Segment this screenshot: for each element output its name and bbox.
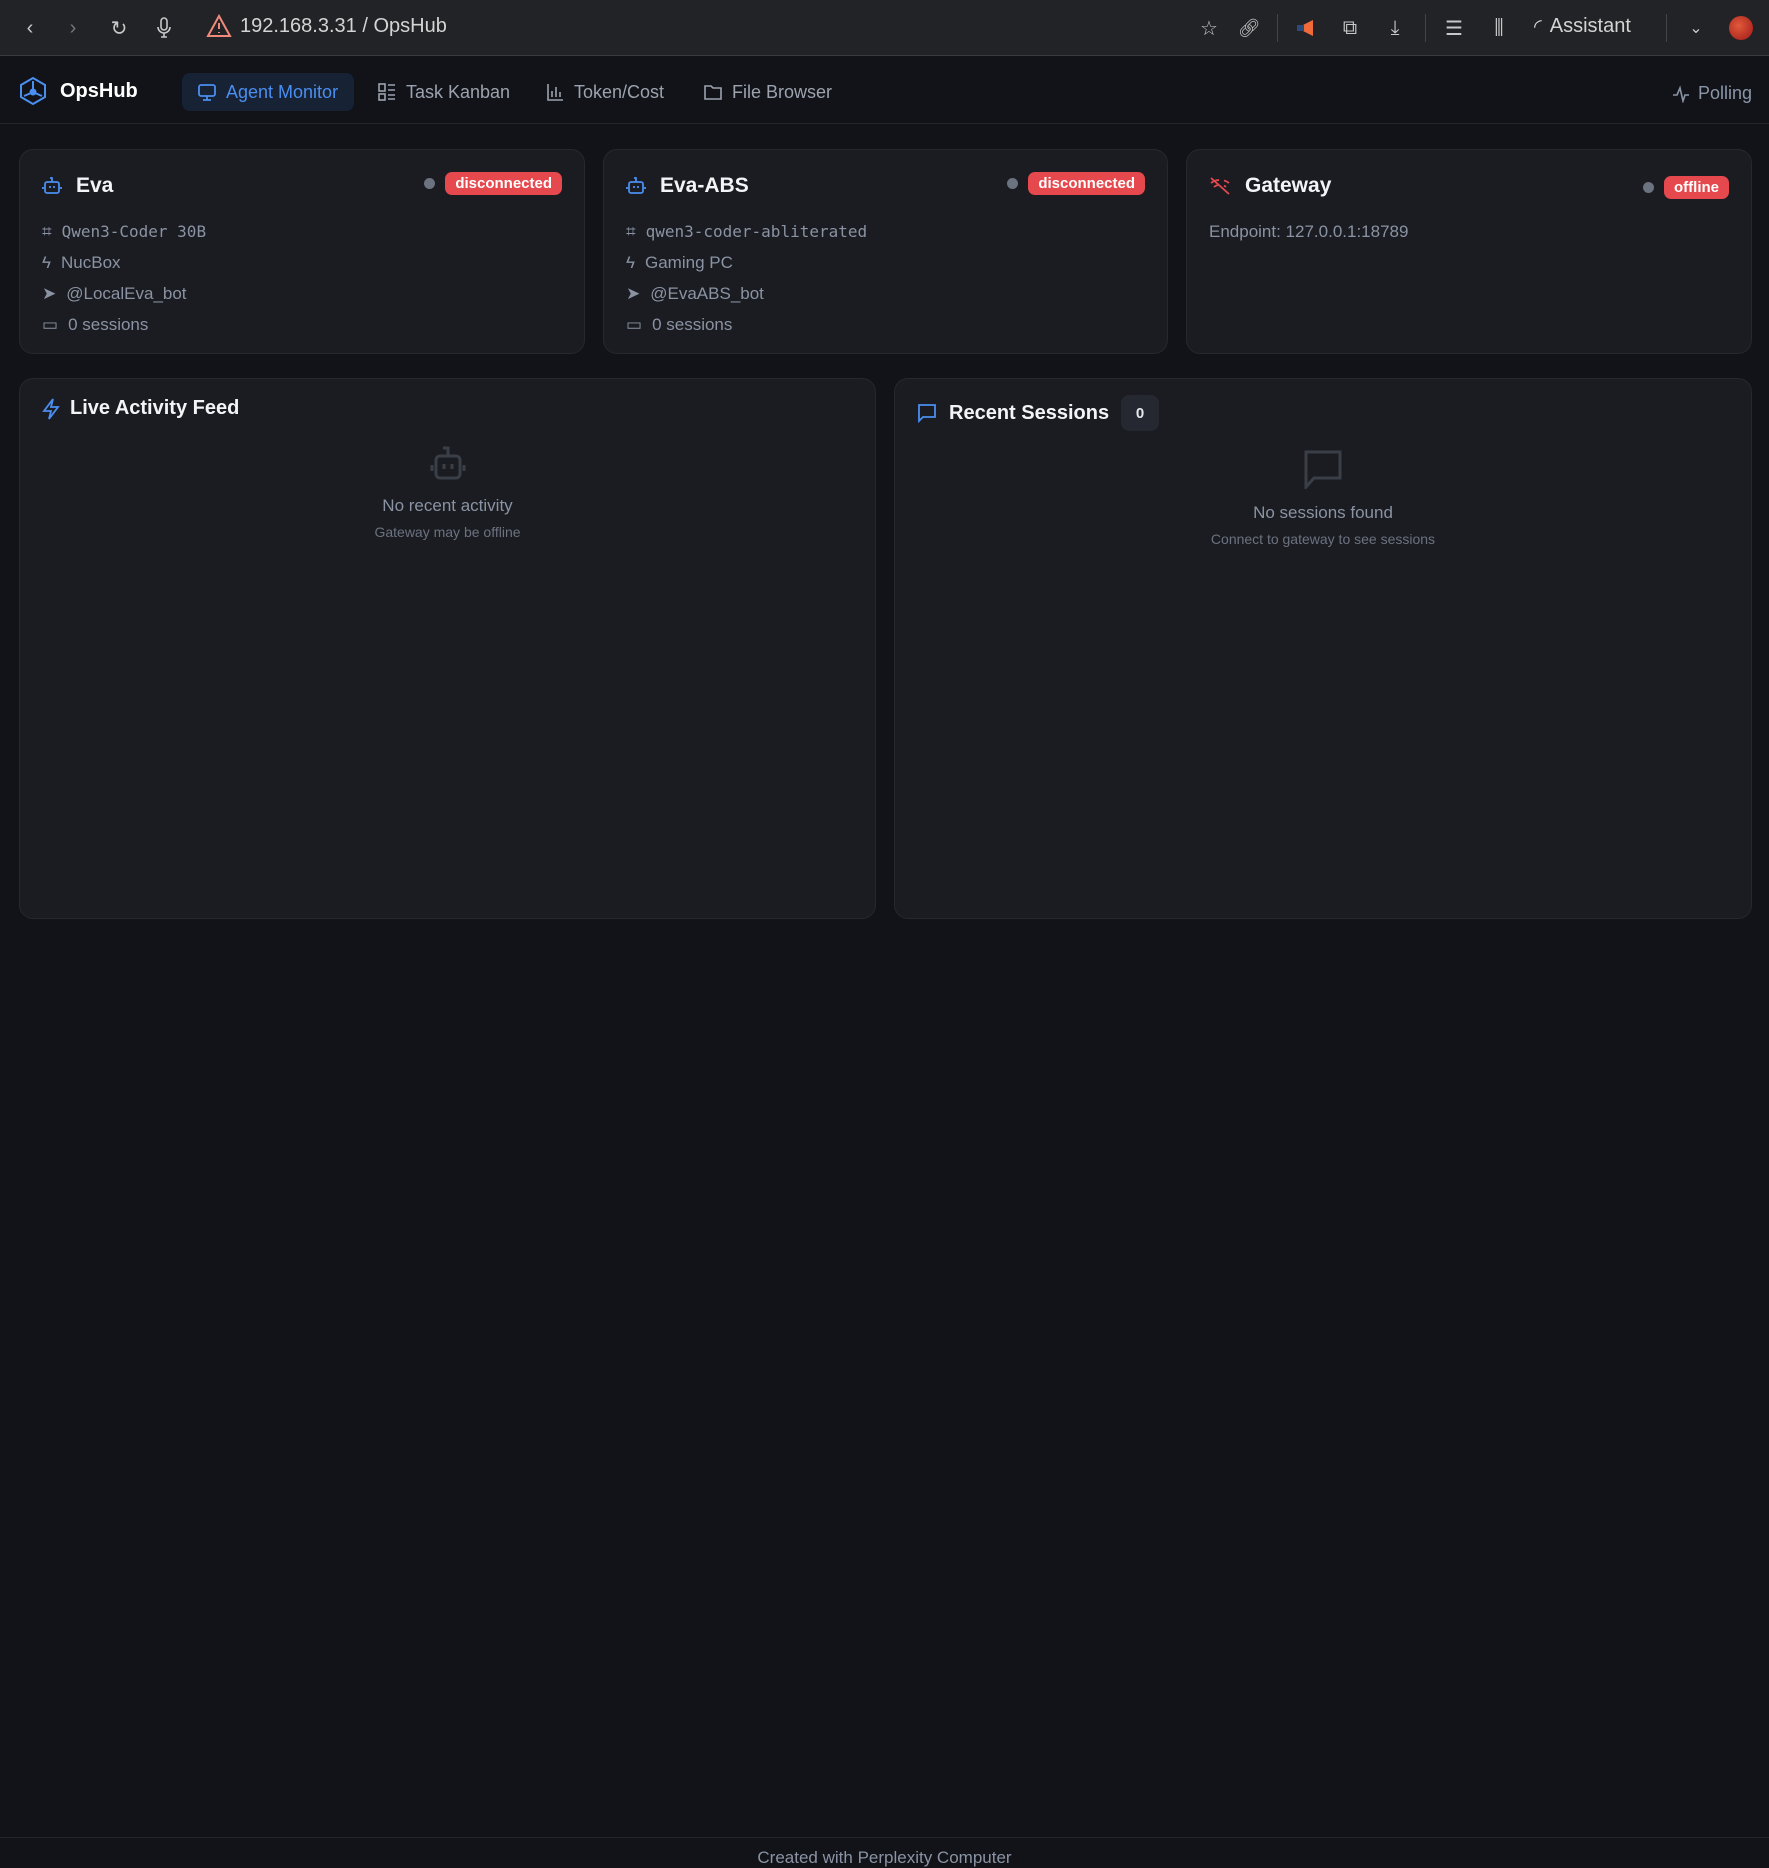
wifi-off-icon (1209, 176, 1231, 196)
agent-host: NucBox (61, 252, 121, 272)
tab-label: Token/Cost (574, 81, 665, 102)
tab-file-browser[interactable]: File Browser (688, 73, 848, 111)
assistant-button[interactable]: ◜ Assistant (1534, 14, 1631, 39)
message-square-icon (895, 449, 1751, 489)
agent-bot: @EvaABS_bot (650, 283, 764, 303)
footer-credit[interactable]: Created with Perplexity Computer (757, 1848, 1012, 1867)
gateway-endpoint: Endpoint: 127.0.0.1:18789 (1209, 221, 1409, 241)
live-activity-panel: Live Activity Feed No recent activity Ga… (19, 378, 876, 919)
gateway-card: Gateway offline Endpoint: 127.0.0.1:1878… (1186, 149, 1752, 354)
polling-status: Polling (1672, 83, 1752, 104)
tab-token-cost[interactable]: Token/Cost (530, 73, 680, 111)
kanban-icon (378, 83, 396, 101)
reload-icon[interactable]: ↻ (110, 17, 128, 40)
sessions-empty-state: No sessions found Connect to gateway to … (895, 449, 1751, 547)
gateway-name: Gateway (1245, 174, 1332, 197)
monitor-icon (198, 83, 216, 101)
bar-chart-icon (546, 83, 564, 101)
profile-avatar[interactable] (1729, 16, 1753, 40)
status-dot (1643, 182, 1654, 193)
message-square-icon (917, 403, 937, 423)
activity-empty-state: No recent activity Gateway may be offlin… (20, 444, 875, 540)
agent-model: Qwen3-Coder 30B (61, 222, 207, 241)
status-dot (1007, 178, 1019, 189)
status-dot (424, 178, 436, 189)
panel-title: Recent Sessions (949, 401, 1110, 424)
message-icon: ▭ (42, 314, 59, 334)
send-icon: ➤ (626, 283, 641, 303)
app-nav: OpsHub Agent Monitor Task Kanban Token/C… (0, 57, 1769, 124)
empty-subtitle: Gateway may be offline (374, 524, 521, 540)
empty-title: No sessions found (1253, 503, 1393, 522)
recent-sessions-panel: Recent Sessions 0 No sessions found Conn… (894, 378, 1752, 919)
app-logo[interactable]: OpsHub (20, 77, 138, 105)
forward-icon[interactable]: › (69, 16, 77, 39)
hexagon-logo-icon (20, 77, 46, 105)
warning-icon (206, 14, 232, 38)
panel-title: Live Activity Feed (70, 397, 240, 419)
activity-pulse-icon (1672, 84, 1690, 103)
cpu-chip-icon: ⌗ (626, 221, 636, 241)
bot-icon (20, 444, 875, 482)
lightning-icon (42, 397, 60, 420)
agent-model: qwen3-coder-abliterated (645, 222, 868, 241)
microphone-icon[interactable] (150, 14, 178, 42)
extensions-puzzle-icon[interactable]: ⧉ (1342, 16, 1358, 39)
tab-label: Task Kanban (406, 81, 511, 102)
tab-label: File Browser (732, 81, 833, 102)
empty-subtitle: Connect to gateway to see sessions (1210, 531, 1436, 547)
agent-host: Gaming PC (645, 252, 733, 272)
lightning-icon: ϟ (42, 252, 51, 272)
sessions-count-badge: 0 (1121, 395, 1160, 431)
tab-label: Agent Monitor (226, 81, 339, 102)
voice-waveform-icon[interactable]: ⫼ (1494, 16, 1504, 39)
browser-toolbar: ‹ › ↻ 192.168.3.31 / OpsHub ☆ 🔗︎ ⧉ ⤓ ☰ ⫼… (0, 0, 1769, 56)
bookmark-star-icon[interactable]: ☆ (1200, 17, 1218, 40)
agent-sessions: 0 sessions (68, 314, 149, 334)
bot-icon (42, 176, 62, 196)
assistant-label: Assistant (1549, 15, 1631, 37)
back-icon[interactable]: ‹ (26, 16, 34, 39)
tab-task-kanban[interactable]: Task Kanban (362, 73, 526, 111)
reading-list-icon[interactable]: ☰ (1445, 17, 1463, 40)
footer: Created with Perplexity Computer (0, 1837, 1769, 1867)
folder-icon (704, 83, 722, 101)
download-icon[interactable]: ⤓ (1390, 16, 1400, 39)
polling-label: Polling (1697, 83, 1752, 103)
megaphone-extension-icon[interactable] (1292, 14, 1320, 42)
empty-title: No recent activity (382, 496, 513, 515)
assistant-icon: ◜ (1534, 16, 1542, 38)
cpu-chip-icon: ⌗ (42, 221, 52, 241)
message-icon: ▭ (626, 314, 643, 334)
send-icon: ➤ (42, 283, 57, 303)
agent-name: Eva-ABS (660, 174, 749, 197)
lightning-icon: ϟ (626, 252, 635, 272)
agent-sessions: 0 sessions (652, 314, 733, 334)
status-badge: offline (1664, 176, 1729, 199)
agent-card-eva: Eva disconnected ⌗ Qwen3-Coder 30B ϟ NucBo… (19, 149, 585, 354)
tab-agent-monitor[interactable]: Agent Monitor (182, 73, 355, 111)
agent-card-eva-abs: Eva-ABS disconnected ⌗ qwen3-coder-ablite… (603, 149, 1168, 354)
status-badge: disconnected (1028, 172, 1145, 195)
app-name: OpsHub (60, 79, 138, 102)
address-bar[interactable]: 192.168.3.31 / OpsHub (206, 14, 447, 38)
agent-name: Eva (76, 174, 114, 197)
status-badge: disconnected (445, 172, 562, 195)
bot-icon (626, 176, 646, 196)
link-icon[interactable]: 🔗︎ (1237, 17, 1261, 38)
chevron-down-icon[interactable]: ⌄ (1689, 20, 1703, 37)
url-text: 192.168.3.31 / OpsHub (240, 14, 447, 37)
agent-bot: @LocalEva_bot (66, 283, 187, 303)
